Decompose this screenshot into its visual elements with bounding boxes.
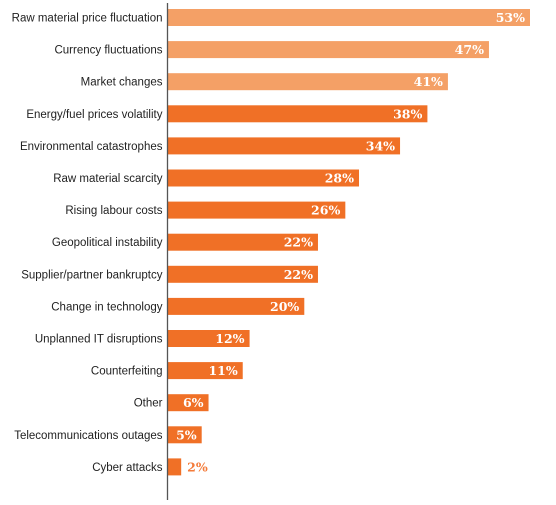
value-label-currency-fluctuations: 47% [455, 42, 484, 57]
category-label-unplanned-it-disruptions: Unplanned IT disruptions [35, 334, 163, 346]
bar-telecommunications-outages [167, 426, 202, 444]
category-label-geopolitical-instability: Geopolitical instability [52, 237, 163, 249]
value-label-telecommunications-outages: 5% [176, 427, 197, 442]
value-label-environmental-catastrophes: 34% [366, 138, 395, 153]
category-label-raw-material-scarcity: Raw material scarcity [53, 173, 163, 185]
bar-market-changes [167, 73, 448, 91]
category-label-counterfeiting: Counterfeiting [91, 366, 163, 378]
category-label-other: Other [134, 398, 163, 410]
bar-currency-fluctuations [167, 41, 489, 59]
category-labels-group: Raw material price fluctuation Currency f… [12, 13, 163, 474]
category-label-environmental-catastrophes: Environmental catastrophes [20, 141, 163, 153]
value-label-supplier-partner-bankruptcy: 22% [284, 267, 313, 282]
value-labels-group: 53% 47% 41% 38% 34% 28% 26% 22% 22% 20% 12% 11% 6% 5%… [176, 10, 525, 474]
category-label-rising-labour-costs: Rising labour costs [65, 205, 162, 217]
bar-counterfeiting [167, 362, 243, 380]
value-label-raw-material-scarcity: 28% [325, 171, 354, 186]
category-label-telecommunications-outages: Telecommunications outages [14, 430, 163, 442]
category-label-market-changes: Market changes [81, 77, 163, 89]
value-label-market-changes: 41% [414, 74, 443, 89]
bar-change-in-technology [167, 297, 305, 315]
bar-rising-labour-costs [167, 201, 346, 219]
category-label-supplier-partner-bankruptcy: Supplier/partner bankruptcy [21, 269, 163, 281]
bar-environmental-catastrophes [167, 137, 401, 155]
category-label-change-in-technology: Change in technology [51, 301, 162, 313]
category-label-cyber-attacks: Cyber attacks [92, 462, 163, 474]
value-label-change-in-technology: 20% [270, 299, 299, 314]
bar-raw-material-scarcity [167, 169, 360, 187]
category-label-energy-fuel-prices-volatility: Energy/fuel prices volatility [26, 109, 162, 121]
bar-raw-material-price-fluctuation [167, 9, 530, 26]
category-label-raw-material-price-fluctuation: Raw material price fluctuation [12, 13, 163, 25]
bars-group [167, 9, 530, 476]
bar-unplanned-it-disruptions [167, 330, 250, 347]
value-label-geopolitical-instability: 22% [284, 235, 313, 250]
bar-supplier-partner-bankruptcy [167, 265, 318, 283]
value-label-rising-labour-costs: 26% [311, 203, 340, 218]
value-label-other: 6% [183, 395, 204, 410]
bar-other [167, 394, 209, 412]
bar-cyber-attacks [167, 458, 182, 476]
category-label-currency-fluctuations: Currency fluctuations [54, 45, 162, 57]
value-label-counterfeiting: 11% [208, 363, 237, 378]
bar-geopolitical-instability [167, 233, 318, 251]
value-label-cyber-attacks: 2% [187, 459, 208, 474]
value-label-energy-fuel-prices-volatility: 38% [393, 106, 422, 121]
value-label-unplanned-it-disruptions: 12% [215, 331, 244, 346]
value-label-raw-material-price-fluctuation: 53% [496, 10, 525, 25]
bar-energy-fuel-prices-volatility [167, 105, 428, 123]
